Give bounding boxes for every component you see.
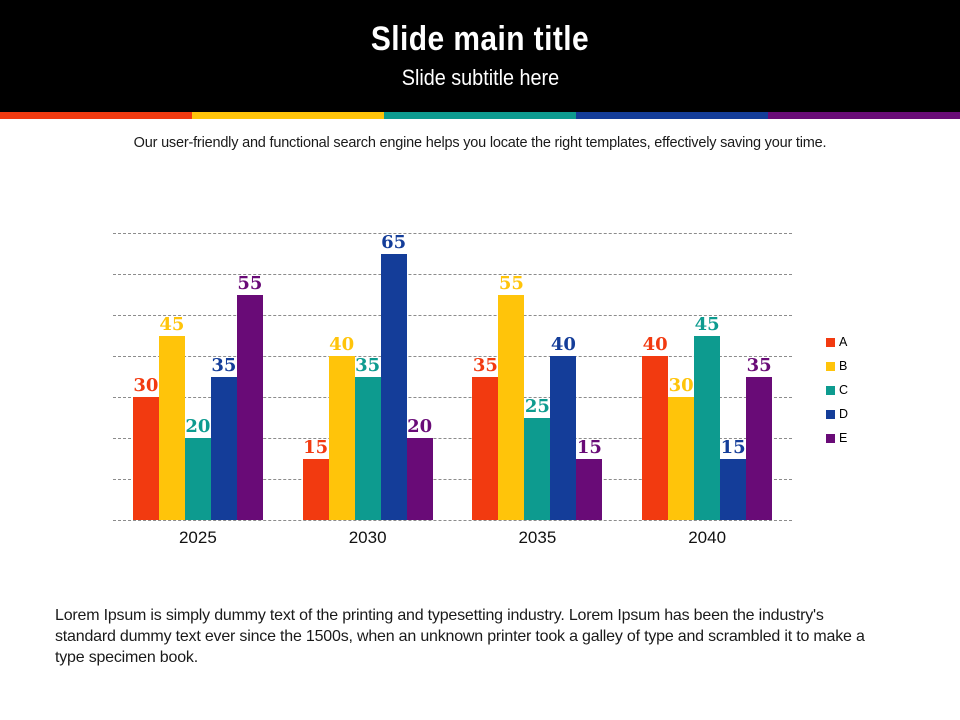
bar-2040-A: 40 [642,334,669,520]
bar-value-label: 35 [355,354,381,376]
legend-item-A: A [826,330,848,354]
x-axis-label-2040: 2040 [688,528,727,547]
bar-2025-B: 45 [158,314,185,520]
bar-2030-A: 15 [302,437,329,520]
bar-2030-C: 35 [354,355,381,520]
bar-value-label: 40 [642,334,668,355]
x-axis-label-2030: 2030 [348,528,387,547]
gridline-y60 [113,274,792,275]
bar-value-label: 30 [668,375,694,396]
bar-2025-D: 35 [210,355,237,520]
bar-chart-plot-area: 30 45 20 35 55 15 40 35 65 20 35 55 25 40 15 40 30 45 15 35 [113,232,792,521]
legend-swatch-E [826,433,835,443]
gridline-y10 [113,479,792,480]
gridline-y70 [113,233,792,234]
bar-group-2030: 15 40 35 65 20 [283,232,453,520]
legend-label-B: B [839,358,848,373]
bar-2035-B: 55 [498,273,525,520]
description-text: Our user-friendly and functional search … [133,135,827,151]
bar-2030-E: 20 [406,416,433,520]
bar-2030-D: 65 [380,232,407,520]
legend-item-C: C [826,378,848,402]
bar-group-2040: 40 30 45 15 35 [622,233,792,520]
bar-2040-C: 45 [694,314,721,520]
bar-2040-D: 15 [720,437,747,520]
stripe-segment-1 [0,112,192,119]
legend-label-E: E [839,430,848,445]
bar-value-label: 25 [524,395,550,417]
legend-swatch-B [826,361,835,371]
bar-value-label: 20 [185,416,211,437]
bar-2030-B: 40 [328,334,355,520]
bar-2035-D: 40 [550,334,577,520]
bar-value-label: 40 [329,334,355,355]
bar-value-label: 15 [576,436,602,458]
bar-2025-A: 30 [132,375,159,520]
legend-swatch-D [826,409,835,419]
bar-group-2025: 30 45 20 35 55 [113,233,283,520]
gridline-y30 [113,397,792,398]
x-axis-label-2025: 2025 [178,528,217,547]
bar-value-label: 55 [498,272,524,294]
bar-value-label: 65 [381,231,407,253]
gridline-y50 [113,315,792,316]
legend-item-D: D [826,402,848,426]
legend-label-C: C [839,382,849,397]
legend-item-E: E [826,426,848,450]
accent-stripe [0,112,960,119]
bar-2040-B: 30 [668,375,695,520]
gridline-y20 [113,438,792,439]
footer-paragraph: Lorem Ipsum is simply dummy text of the … [55,607,865,667]
bar-2035-C: 25 [524,396,551,520]
gridline-y0 [113,520,792,521]
bar-value-label: 15 [720,436,746,458]
bar-group-2035: 35 55 25 40 15 [453,233,623,520]
bar-value-label: 35 [746,354,772,376]
bar-2035-A: 35 [472,355,499,520]
slide-title: Slide main title [370,19,590,58]
stripe-segment-2 [192,112,384,119]
bar-2025-C: 20 [184,416,211,520]
bar-value-label: 40 [550,334,576,355]
bar-value-label: 45 [159,313,185,335]
bar-value-label: 15 [303,436,329,458]
legend-item-B: B [826,354,848,378]
slide-subtitle: Slide subtitle here [401,65,559,91]
bar-value-label: 45 [694,313,720,335]
legend-label-A: A [839,334,848,349]
bar-value-label: 35 [211,354,237,376]
slide-header: Slide main title Slide subtitle here [0,0,960,112]
x-axis-label-2035: 2035 [518,528,557,547]
legend-swatch-A [826,337,835,347]
stripe-segment-3 [384,112,576,119]
legend-swatch-C [826,385,835,395]
bar-2035-E: 15 [576,437,603,520]
bar-value-label: 55 [237,272,263,294]
stripe-segment-5 [768,112,960,119]
x-axis-labels: 2025 2030 2035 2040 [113,528,792,550]
bar-2025-E: 55 [236,273,263,520]
gridline-y40 [113,356,792,357]
stripe-segment-4 [576,112,768,119]
bar-value-label: 35 [472,354,498,376]
legend-label-D: D [839,406,849,421]
bar-2040-E: 35 [746,355,773,520]
bar-value-label: 20 [407,416,433,437]
bar-value-label: 30 [133,375,159,396]
